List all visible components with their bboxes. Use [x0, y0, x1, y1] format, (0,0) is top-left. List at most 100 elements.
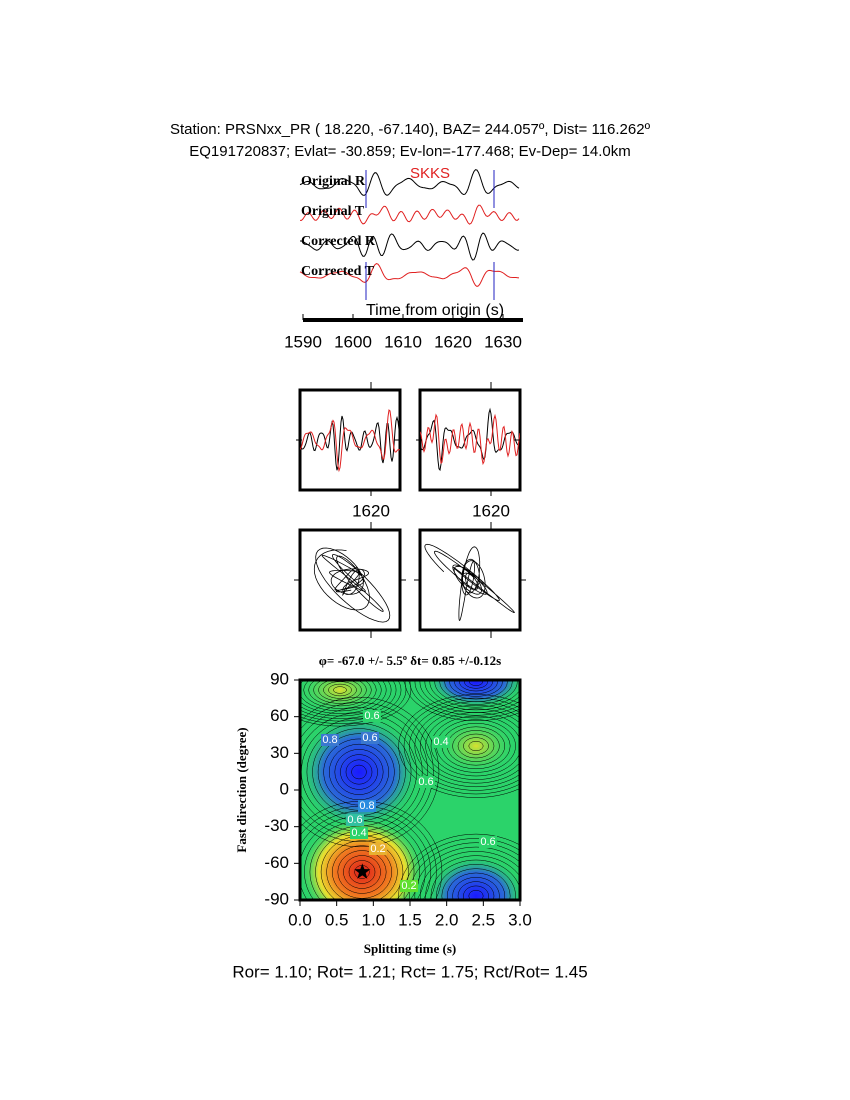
contour-line — [300, 680, 382, 712]
waveform — [300, 409, 400, 473]
x-tick-label: 0.0 — [288, 910, 312, 929]
y-tick-label: -60 — [264, 853, 289, 872]
contour-line — [337, 850, 387, 894]
contour-line — [348, 860, 376, 884]
contour-label: 0.6 — [347, 814, 362, 826]
particle-motion — [313, 547, 391, 623]
x-tick-label: 1.5 — [398, 910, 422, 929]
contour-line — [449, 680, 503, 697]
contour-line — [468, 889, 484, 900]
contour-line — [331, 845, 393, 899]
contour-line — [459, 680, 493, 692]
waveform — [420, 413, 520, 466]
contour-line — [430, 859, 520, 900]
contour-line — [300, 680, 407, 724]
y-tick-label: 90 — [270, 669, 289, 688]
contour-line — [303, 680, 377, 709]
contour-line — [414, 680, 520, 716]
contour-line — [436, 864, 516, 900]
contour-line — [454, 680, 498, 694]
x-tick-label: 1.0 — [362, 910, 386, 929]
contour-line — [469, 680, 483, 686]
contour-line — [434, 680, 518, 705]
contour-label: 0.6 — [362, 732, 377, 744]
x-tick-label: 2.0 — [435, 910, 459, 929]
contour-line — [463, 885, 489, 900]
x-tick-label: 2.5 — [472, 910, 496, 929]
contour-label-box — [400, 880, 418, 892]
x-axis-label: Time from origin (s) — [366, 302, 504, 319]
contour-line — [326, 840, 398, 900]
contour-line — [300, 702, 434, 842]
contour-line — [414, 846, 520, 900]
contour-line — [403, 838, 520, 900]
contour-line — [468, 740, 484, 752]
contour-line — [419, 708, 520, 784]
contour-line — [457, 733, 495, 759]
contour-line — [409, 701, 520, 791]
trace-label: Original R — [301, 174, 366, 189]
contour-label-box — [369, 843, 387, 855]
contour-line — [424, 680, 520, 711]
contour-line — [300, 696, 440, 848]
waveform — [300, 415, 400, 471]
contour-line — [333, 686, 347, 694]
contour-line — [334, 749, 384, 795]
contour-line — [404, 680, 520, 721]
panel-frame — [298, 528, 402, 632]
y-tick-label: -30 — [264, 816, 289, 835]
y-tick-label: 0 — [280, 779, 289, 798]
x-tick-label: 0.5 — [325, 910, 349, 929]
contour-line — [343, 855, 381, 889]
contour-line — [430, 715, 520, 777]
x-axis-label: Splitting time (s) — [364, 941, 456, 956]
contour-line — [328, 743, 390, 801]
waveform — [299, 263, 520, 287]
contour-label-box — [350, 827, 368, 839]
contour-line — [452, 877, 500, 900]
contour-line — [419, 851, 520, 900]
waveform-panel — [300, 409, 400, 473]
contour-line — [351, 764, 367, 780]
contour-label: 0.6 — [480, 836, 495, 848]
header-line: Station: PRSNxx_PR ( 18.220, -67.140), B… — [170, 121, 651, 138]
contour-label: 0.4 — [351, 827, 366, 839]
contour-label-box — [479, 836, 497, 848]
contour-line — [300, 680, 397, 719]
contour-line — [444, 680, 508, 700]
contour-line — [313, 680, 367, 704]
y-tick-label: -90 — [264, 889, 289, 908]
contour-line — [345, 759, 373, 785]
contour-line — [300, 680, 387, 714]
contour-line — [464, 680, 488, 689]
contour-line — [323, 681, 357, 699]
contour-line — [398, 833, 520, 900]
waveform — [420, 407, 520, 472]
y-tick-label: 30 — [270, 743, 289, 762]
best-fit-star — [354, 863, 371, 879]
contour-line — [414, 704, 520, 788]
x-tick-label: 1620 — [472, 501, 510, 520]
contour-line — [409, 680, 520, 719]
contour-line — [300, 680, 402, 722]
waveform — [300, 204, 520, 225]
x-tick-label: 1600 — [334, 332, 372, 351]
x-tick-label: 1630 — [484, 332, 522, 351]
y-tick-label: 60 — [270, 706, 289, 725]
contour-label-box — [358, 800, 376, 812]
contour-label-box — [321, 734, 339, 746]
contour-label: 0.4 — [433, 736, 448, 748]
header-line: EQ191720837; Evlat= -30.859; Ev-lon=-177… — [189, 143, 631, 160]
contour-label: 0.2 — [401, 880, 416, 892]
result-title: φ= -67.0 +/- 5.5º δt= 0.85 +/-0.12s — [319, 653, 501, 668]
contour-line — [300, 680, 392, 717]
contour-line — [308, 680, 372, 707]
contour-label: 0.6 — [364, 710, 379, 722]
x-tick-label: 1610 — [384, 332, 422, 351]
contour-label: 0.6 — [418, 776, 433, 788]
particle-panel — [313, 547, 391, 623]
x-tick-label: 1620 — [352, 501, 390, 520]
misfit-field — [300, 680, 520, 900]
contour-line — [441, 868, 511, 900]
